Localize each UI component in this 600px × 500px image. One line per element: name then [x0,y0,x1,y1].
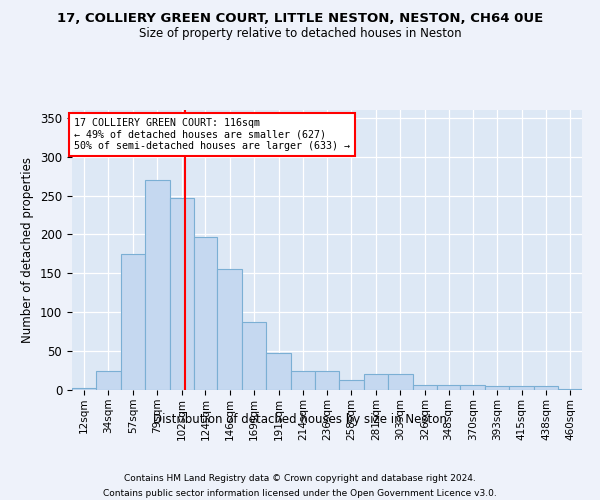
Text: 17, COLLIERY GREEN COURT, LITTLE NESTON, NESTON, CH64 0UE: 17, COLLIERY GREEN COURT, LITTLE NESTON,… [57,12,543,26]
Text: Contains public sector information licensed under the Open Government Licence v3: Contains public sector information licen… [103,489,497,498]
Bar [364,374,388,390]
Bar [485,386,509,390]
Bar [242,322,266,390]
Bar [388,374,413,390]
Bar [413,386,437,390]
Bar [534,386,558,390]
Bar [72,388,96,390]
Text: Size of property relative to detached houses in Neston: Size of property relative to detached ho… [139,28,461,40]
Bar [121,254,145,390]
Bar [170,198,194,390]
Bar [291,370,315,390]
Bar [194,237,217,390]
Bar [558,389,582,390]
Bar [145,180,170,390]
Bar [315,370,339,390]
Bar [96,370,121,390]
Bar [217,270,242,390]
Bar [437,386,460,390]
Text: 17 COLLIERY GREEN COURT: 116sqm
← 49% of detached houses are smaller (627)
50% o: 17 COLLIERY GREEN COURT: 116sqm ← 49% of… [74,118,350,151]
Bar [509,386,534,390]
Text: Distribution of detached houses by size in Neston: Distribution of detached houses by size … [153,412,447,426]
Bar [460,386,485,390]
Bar [266,354,291,390]
Y-axis label: Number of detached properties: Number of detached properties [22,157,34,343]
Text: Contains HM Land Registry data © Crown copyright and database right 2024.: Contains HM Land Registry data © Crown c… [124,474,476,483]
Bar [339,380,364,390]
